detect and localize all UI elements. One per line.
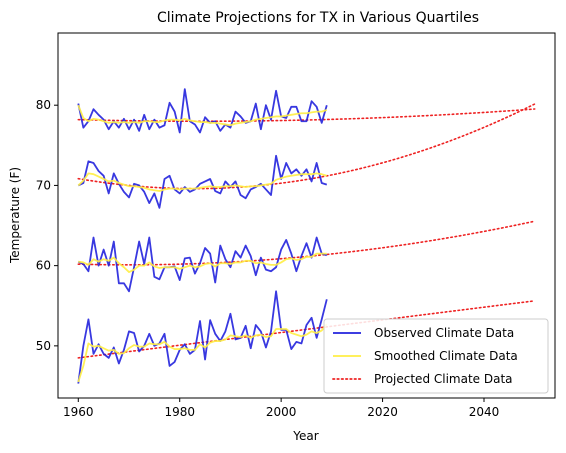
quartile-group-2 (77, 103, 536, 209)
observed-line-quartile-3 (77, 236, 328, 293)
legend-label-3: Projected Climate Data (374, 372, 513, 386)
quartile-group-3 (77, 220, 536, 293)
observed-line-quartile-2 (77, 154, 328, 209)
plot-frame (57, 32, 556, 399)
y-tick-label: 70 (36, 178, 51, 192)
x-tick-label: 1960 (63, 405, 94, 419)
smoothed-line-quartile-2 (77, 172, 328, 192)
legend: Observed Climate Data Smoothed Climate Da… (323, 318, 549, 394)
x-tick-label: 2000 (266, 405, 297, 419)
smoothed-line-quartile-3 (78, 252, 327, 273)
projected-line-quartile-2 (77, 103, 536, 190)
legend-box (323, 318, 549, 394)
y-axis: 50 60 70 80 (36, 98, 58, 353)
smoothed-line-quartile-4 (77, 323, 328, 383)
series-layer (77, 88, 536, 384)
quartile-group-4 (77, 290, 536, 384)
y-tick-label: 50 (36, 339, 51, 353)
legend-label-1: Observed Climate Data (374, 326, 514, 340)
observed-line-quartile-4 (77, 290, 328, 384)
observed-line-quartile-1 (77, 88, 328, 134)
quartile-group-1 (77, 88, 536, 134)
x-tick-label: 2020 (367, 405, 398, 419)
chart-title: Climate Projections for TX in Various Qu… (157, 10, 479, 26)
x-tick-label: 2040 (469, 405, 500, 419)
x-axis: 1960 1980 2000 2020 2040 (63, 398, 499, 419)
y-tick-label: 80 (36, 98, 51, 112)
y-axis-label: Temperature (F) (8, 167, 22, 264)
x-tick-label: 1980 (164, 405, 195, 419)
y-tick-label: 60 (36, 259, 51, 273)
projected-line-quartile-4 (77, 300, 536, 359)
smoothed-line-quartile-1 (77, 104, 328, 127)
x-axis-label: Year (292, 429, 318, 443)
legend-label-2: Smoothed Climate Data (374, 349, 518, 363)
